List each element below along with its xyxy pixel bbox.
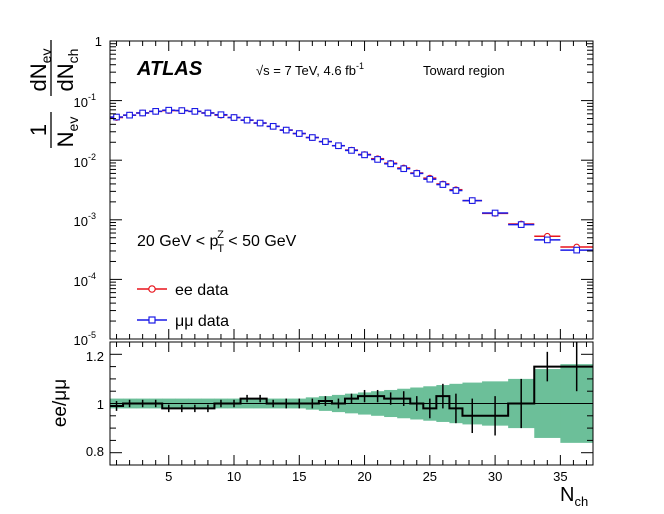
- legend-label-mumu: μμ data: [175, 313, 229, 330]
- x-tick-label-35: 35: [553, 469, 567, 484]
- data-point-mumu: [491, 209, 499, 217]
- svg-text:Nev: Nev: [53, 117, 81, 148]
- data-point-mumu: [426, 175, 434, 183]
- data-point-mumu: [322, 138, 329, 145]
- x-tick-label-15: 15: [292, 469, 306, 484]
- x-tick-label-20: 20: [357, 469, 371, 484]
- data-point-mumu: [413, 170, 421, 177]
- y-tick-label-1e-4: 10-4: [74, 271, 96, 289]
- data-point-mumu: [295, 130, 303, 137]
- legend-entry-ee: ee data: [137, 282, 228, 299]
- x-tick-label-5: 5: [165, 469, 172, 484]
- data-point-mumu: [452, 187, 460, 194]
- ratio-y-tick-1: 1: [97, 397, 104, 412]
- data-point-mumu: [256, 119, 264, 127]
- svg-text:1: 1: [26, 124, 51, 136]
- data-point-mumu: [573, 246, 581, 254]
- legend-label-ee: ee data: [175, 282, 228, 299]
- data-point-mumu: [165, 106, 173, 114]
- pt-cut-label: 20 GeV < pTZ < 50 GeV: [137, 229, 297, 255]
- data-point-mumu: [374, 156, 381, 163]
- y-tick-label-1e-2: 10-2: [74, 152, 96, 170]
- data-point-mumu: [139, 109, 146, 117]
- data-point-mumu: [400, 165, 408, 173]
- data-point-mumu: [439, 181, 447, 188]
- ratio-y-tick-0.8: 0.8: [86, 444, 104, 459]
- data-point-mumu: [152, 108, 160, 115]
- series-mumu: [110, 106, 593, 254]
- main-y-axis-title: 1 Nev dNev dNch: [26, 40, 81, 148]
- data-point-mumu: [387, 160, 395, 168]
- x-tick-label-10: 10: [227, 469, 241, 484]
- y-tick-label-1e-3: 10-3: [74, 211, 96, 229]
- svg-text:dNev: dNev: [26, 49, 54, 92]
- data-point-mumu: [113, 113, 120, 121]
- data-point-mumu: [308, 134, 316, 141]
- series-ee: [110, 107, 593, 251]
- data-point-mumu: [243, 116, 251, 124]
- legend-marker-mumu: [148, 316, 156, 324]
- data-point-mumu: [269, 122, 277, 130]
- svg-text:dNch: dNch: [53, 49, 81, 92]
- x-tick-labels: 5 10 15 20 25 30 35: [165, 469, 567, 484]
- data-point-mumu: [543, 236, 551, 244]
- ratio-data-layer: [110, 342, 593, 436]
- legend-entry-mumu: μμ data: [137, 313, 229, 330]
- x-tick-label-30: 30: [488, 469, 502, 484]
- ratio-y-tick-1.2: 1.2: [86, 349, 104, 364]
- data-point-mumu: [517, 221, 525, 228]
- data-point-mumu: [191, 108, 199, 115]
- main-ticks: [110, 40, 593, 340]
- region-label: Toward region: [423, 63, 505, 78]
- data-point-mumu: [178, 107, 186, 114]
- data-point-mumu: [126, 111, 133, 119]
- data-point-mumu: [348, 147, 355, 154]
- ratio-ticks: [110, 341, 593, 466]
- ratio-y-axis-title: ee/μμ: [50, 379, 71, 427]
- data-point-mumu: [361, 151, 368, 159]
- x-tick-label-25: 25: [423, 469, 437, 484]
- y-tick-label-1e-5: 10-5: [74, 330, 96, 348]
- x-axis-title: Nch: [560, 484, 588, 509]
- data-point-mumu: [204, 109, 212, 117]
- y-tick-label-1e-1: 10-1: [74, 92, 96, 110]
- data-point-mumu: [468, 197, 476, 204]
- data-point-mumu: [335, 142, 342, 150]
- data-point-mumu: [217, 111, 225, 119]
- legend-marker-ee: [148, 285, 156, 293]
- data-point-mumu: [230, 114, 238, 121]
- energy-label: √s = 7 TeV, 4.6 fb-1: [256, 61, 364, 78]
- atlas-label: ATLAS: [136, 58, 203, 80]
- data-point-mumu: [282, 126, 290, 134]
- legend: ee data μμ data: [137, 282, 229, 330]
- y-tick-label-1: 1: [95, 34, 102, 49]
- main-data-layer: [110, 106, 593, 254]
